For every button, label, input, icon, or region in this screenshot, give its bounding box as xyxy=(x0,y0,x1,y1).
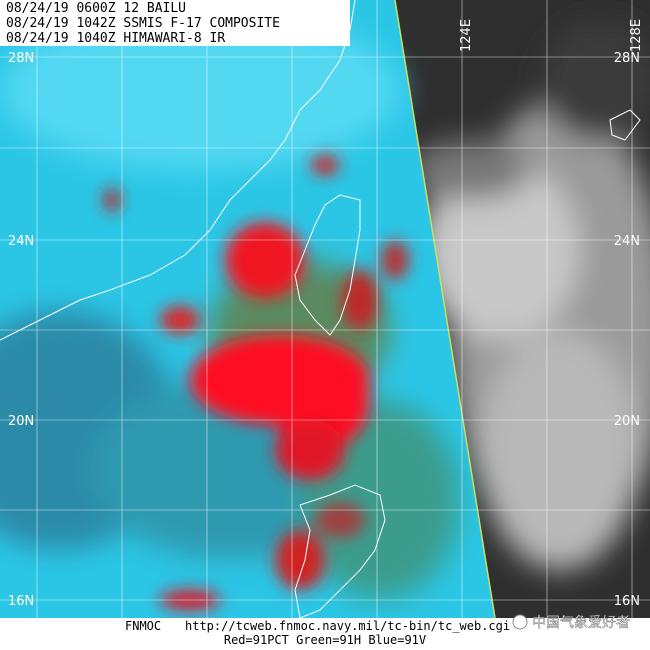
lon-labels: 124E 128E xyxy=(459,19,644,52)
lat-label: 16N xyxy=(614,594,640,609)
lat-label: 28N xyxy=(614,51,640,66)
lat-labels: 28N 24N 20N 16N 28N 24N 20N 16N xyxy=(8,51,640,609)
watermark-text: 中国气象爱好者 xyxy=(532,615,630,631)
lat-label: 20N xyxy=(8,414,34,429)
header-line: 08/24/19 1040Z HIMAWARI-8 IR xyxy=(6,31,225,46)
imagery xyxy=(0,0,650,619)
header: 08/24/19 0600Z 12 BAILU 08/24/19 1042Z S… xyxy=(0,0,350,46)
header-line: 08/24/19 1042Z SSMIS F-17 COMPOSITE xyxy=(6,16,280,31)
grid xyxy=(0,0,650,618)
lat-label: 28N xyxy=(8,51,34,66)
lat-label: 24N xyxy=(8,234,34,249)
lat-label: 16N xyxy=(8,594,34,609)
lon-label: 124E xyxy=(459,19,474,52)
coastlines xyxy=(0,0,641,341)
lat-label: 24N xyxy=(614,234,640,249)
footer: FNMOC http://tcweb.fnmoc.navy.mil/tc-bin… xyxy=(0,618,650,650)
footer-source: FNMOC xyxy=(125,619,161,633)
watermark: 中国气象爱好者 xyxy=(512,614,630,631)
lat-label: 20N xyxy=(614,414,640,429)
footer-channels: Red=91PCT Green=91H Blue=91V xyxy=(224,633,426,647)
footer-url: http://tcweb.fnmoc.navy.mil/tc-bin/tc_we… xyxy=(185,619,510,633)
lon-label: 128E xyxy=(629,19,644,52)
header-line: 08/24/19 0600Z 12 BAILU xyxy=(6,1,186,16)
